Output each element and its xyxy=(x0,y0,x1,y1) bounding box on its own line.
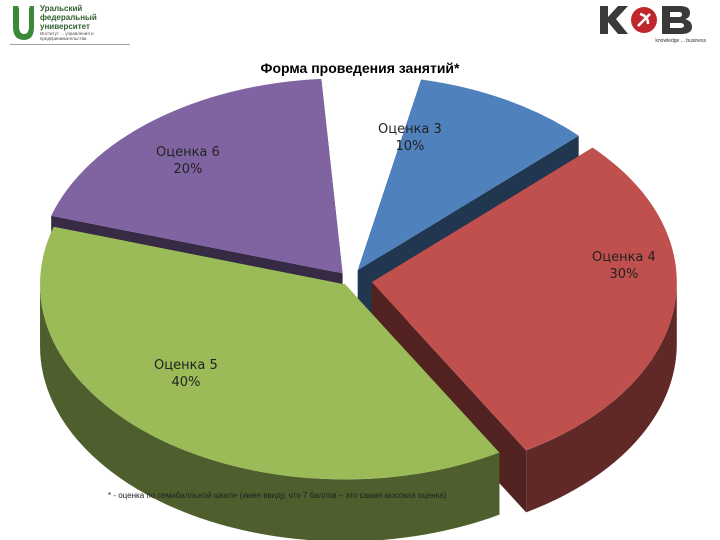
pie-slice-3-top xyxy=(357,79,579,271)
slice-label-6-pct: 20% xyxy=(173,162,203,177)
brand-tagline: knowledge ... business xyxy=(655,38,706,44)
pie-slice-5 xyxy=(40,226,500,540)
kb-logo-icon xyxy=(600,6,692,34)
slice-label-5-pct: 40% xyxy=(171,375,201,390)
chart-title: Форма проведения занятий* xyxy=(260,60,460,76)
pie-slice-4-top xyxy=(371,147,677,451)
slice-label-3: Оценка 3 10% xyxy=(378,121,442,155)
ural-federal-university-logo: Уральский федеральный университет Инстит… xyxy=(10,4,140,44)
pie-slice-5-top xyxy=(40,226,500,480)
slice-label-5-name: Оценка 5 xyxy=(154,358,218,373)
university-u-icon xyxy=(13,5,34,40)
slice-label-3-pct: 10% xyxy=(395,139,425,154)
slice-label-6-name: Оценка 6 xyxy=(156,145,220,160)
slice-label-3-name: Оценка 3 xyxy=(378,122,442,137)
footnote: * - оценка по семибалльной шкале (имея в… xyxy=(108,491,447,500)
slice-label-4-pct: 30% xyxy=(609,267,639,282)
kb-brand-logo: knowledge ... business xyxy=(596,2,706,46)
university-name: Уральский федеральный университет xyxy=(40,4,97,31)
slice-label-6: Оценка 6 20% xyxy=(156,144,220,178)
pie-slice-6-top xyxy=(51,78,343,274)
slice-label-4: Оценка 4 30% xyxy=(592,249,656,283)
slice-label-4-name: Оценка 4 xyxy=(592,250,656,265)
university-institute: Институт ... управления и предпринимател… xyxy=(40,31,94,41)
header-divider xyxy=(10,44,130,45)
slice-label-5: Оценка 5 40% xyxy=(154,357,218,391)
pie-slice-4-rim xyxy=(526,282,677,513)
pie-slice-5-rim xyxy=(40,284,500,540)
